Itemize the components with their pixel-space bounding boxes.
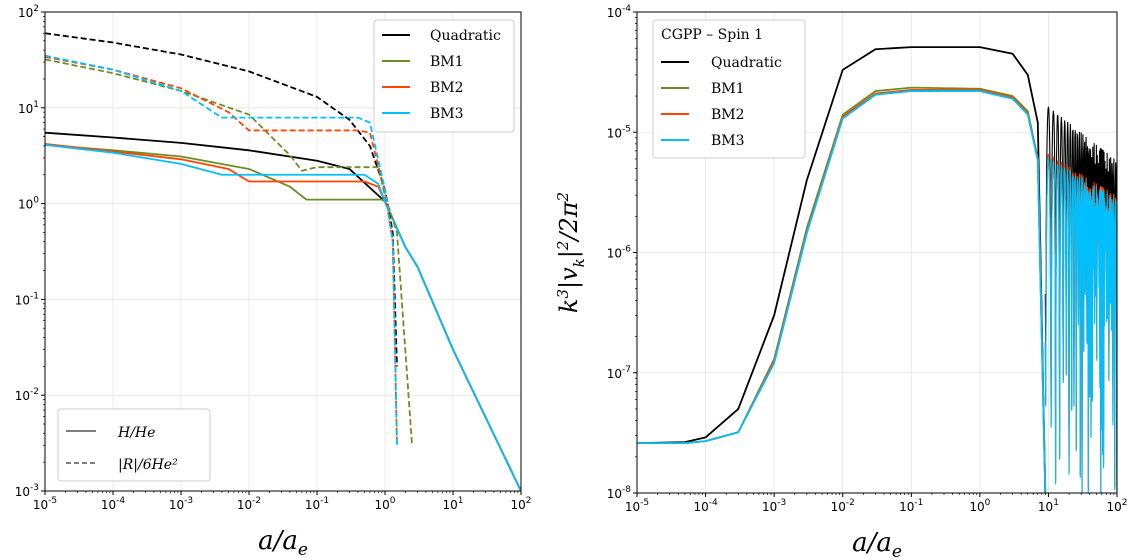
legend-label-quadratic: Quadratic — [430, 28, 501, 44]
series-line-bm3 — [637, 90, 1047, 493]
left-chart: 10-5 10-4 10-3 10-2 10-1 100 101 102 10-3 10-2 10-… — [15, 4, 532, 559]
x-tick-label: 10-4 — [693, 498, 718, 514]
legend-label-bm1: BM1 — [430, 54, 464, 70]
y-tick-label: 100 — [18, 196, 39, 212]
y-tick-label: 10-7 — [607, 365, 631, 381]
legend-box — [652, 19, 806, 159]
x-axis-label: a/ae — [852, 528, 902, 559]
legend-label-bm2: BM2 — [711, 107, 745, 123]
style-legend-box — [57, 408, 211, 482]
y-tick-label: 10-5 — [607, 124, 631, 140]
legend-box — [373, 19, 515, 133]
x-tick-label: 10-3 — [762, 498, 786, 514]
y-tick-label: 10-1 — [15, 291, 39, 307]
x-tick-label: 10-5 — [625, 498, 649, 514]
oscillation-quadratic — [1044, 106, 1117, 486]
y-tick-label: 10-3 — [15, 483, 39, 499]
x-tick-label: 10-1 — [305, 496, 329, 512]
y-tick-label: 10-8 — [607, 485, 632, 501]
x-tick-label: 10-3 — [169, 496, 193, 512]
plot-area — [45, 32, 521, 491]
x-tick-label: 10-1 — [899, 498, 923, 514]
legend-label-bm2: BM2 — [430, 80, 464, 96]
x-tick-label: 10-5 — [33, 496, 57, 512]
y-tick-label: 10-2 — [15, 387, 39, 403]
y-tick-label: 102 — [18, 4, 39, 20]
series-line-quadratic-dashed — [45, 32, 398, 367]
legend-label-quadratic: Quadratic — [711, 55, 782, 71]
legend-title: CGPP – Spin 1 — [661, 27, 763, 43]
legend-label-bm3: BM3 — [430, 106, 464, 122]
x-tick-label: 10-2 — [831, 498, 855, 514]
x-tick-label: 100 — [969, 498, 990, 514]
oscillation-bm3 — [1044, 157, 1117, 493]
x-tick-label: 101 — [442, 496, 463, 512]
y-tick-label: 10-4 — [607, 4, 632, 20]
x-tick-label: 100 — [374, 496, 395, 512]
x-axis-label: a/ae — [258, 526, 308, 559]
style-legend-label-solid: H/He — [117, 425, 155, 441]
plot-frame — [44, 11, 522, 492]
style-legend-label-dashed: |R|/6He² — [118, 457, 178, 473]
y-tick-label: 101 — [18, 100, 39, 116]
right-chart: 10-5 10-4 10-3 10-2 10-1 100 101 102 10-8 10-7 10-… — [554, 4, 1128, 559]
legend-label-bm1: BM1 — [711, 81, 745, 97]
legend-label-bm3: BM3 — [711, 133, 745, 149]
y-axis-label: k3|vk|2/2π2 — [554, 192, 588, 313]
x-tick-label: 102 — [1106, 498, 1127, 514]
plot-area — [637, 46, 1117, 493]
series-line-bm3-dashed — [45, 54, 398, 446]
series-line-bm2-dashed — [45, 55, 398, 446]
x-tick-label: 102 — [510, 496, 531, 512]
x-tick-label: 10-2 — [237, 496, 261, 512]
series-line-quadratic — [637, 46, 1047, 493]
y-tick-label: 10-6 — [607, 245, 632, 261]
x-tick-label: 101 — [1038, 498, 1059, 514]
x-tick-label: 10-4 — [101, 496, 126, 512]
series-line-bm3 — [45, 144, 521, 491]
